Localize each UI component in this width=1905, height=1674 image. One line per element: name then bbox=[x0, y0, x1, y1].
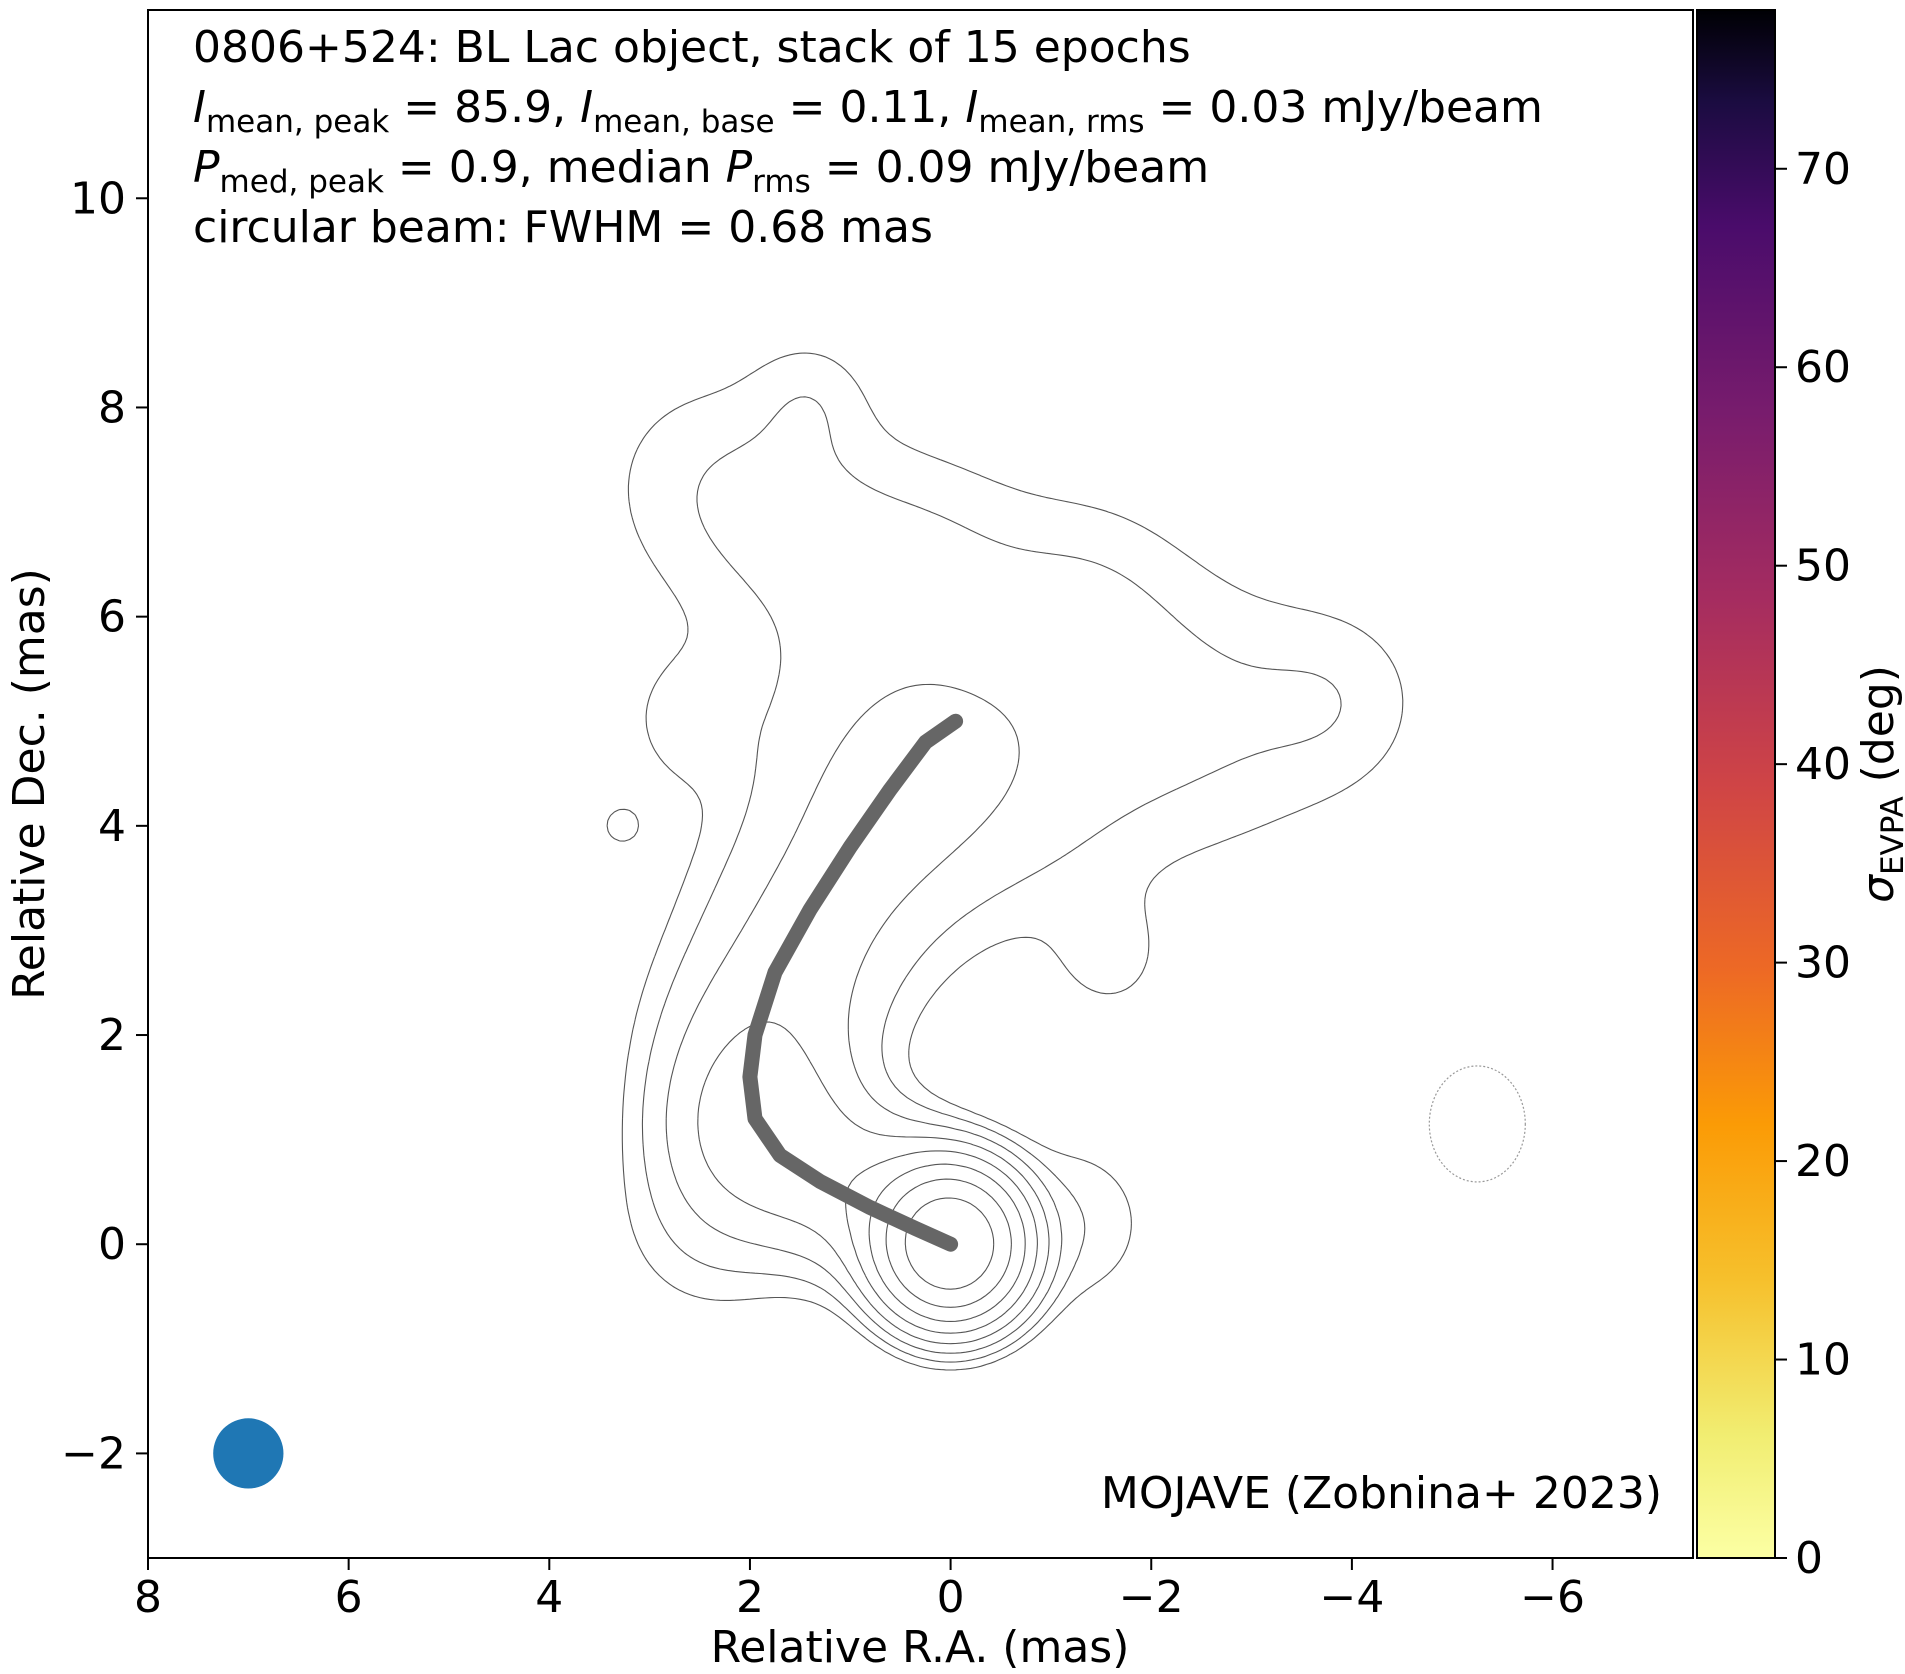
contour-level-2 bbox=[641, 396, 1342, 1363]
colorbar-tick-label: 60 bbox=[1795, 342, 1851, 393]
colorbar-tick-label: 70 bbox=[1795, 144, 1851, 195]
colorbar-tick-label: 20 bbox=[1795, 1136, 1851, 1187]
info-line-2: Imean, peak = 85.9, Imean, base = 0.11, … bbox=[193, 82, 1543, 140]
colorbar: 0 10 20 30 40 50 60 70 σEVPA (deg) bbox=[1696, 9, 1905, 1584]
info-segment: circular beam: FWHM = 0.68 mas bbox=[193, 202, 933, 253]
x-tick-label: 0 bbox=[937, 1572, 965, 1623]
y-tick-label: 10 bbox=[70, 173, 126, 224]
info-segment: mean, rms bbox=[978, 104, 1144, 140]
info-segment: = 85.9, bbox=[389, 82, 580, 133]
colorbar-ticks: 0 10 20 30 40 50 60 70 bbox=[1775, 144, 1851, 1584]
plot-area: 8 6 4 2 0 −2 −4 −6 −2 0 2 4 6 8 10 Relative R.A. (mas… bbox=[4, 9, 1694, 1673]
colorbar-gradient bbox=[1696, 9, 1776, 1559]
credit-label: MOJAVE (Zobnina+ 2023) bbox=[1101, 1468, 1662, 1519]
ridge-path bbox=[742, 713, 964, 1252]
contour-level-6 bbox=[868, 1163, 1026, 1322]
colorbar-tick-label: 10 bbox=[1795, 1335, 1851, 1386]
info-line-3: Pmed, peak = 0.9, median Prms = 0.09 mJy… bbox=[193, 142, 1209, 200]
info-segment: I bbox=[965, 82, 978, 133]
y-tick-label: 4 bbox=[98, 801, 126, 852]
info-segment: 0806+524: BL Lac object, stack of 15 epo… bbox=[193, 22, 1191, 73]
colorbar-tick-label: 30 bbox=[1795, 938, 1851, 989]
info-segment: P bbox=[726, 142, 753, 193]
colorbar-tick-label: 0 bbox=[1795, 1533, 1823, 1584]
colorbar-label-unit: (deg) bbox=[1853, 665, 1904, 796]
info-segment: = 0.9, median bbox=[384, 142, 726, 193]
info-segment: = 0.11, bbox=[775, 82, 966, 133]
x-tick-label: 6 bbox=[335, 1572, 363, 1623]
info-segment: P bbox=[193, 142, 220, 193]
x-tick-label: −2 bbox=[1119, 1572, 1184, 1623]
plot-frame bbox=[147, 9, 1694, 1559]
y-axis-label: Relative Dec. (mas) bbox=[4, 568, 55, 1000]
contour-level-1 bbox=[606, 352, 1404, 1371]
x-tick-label: 2 bbox=[736, 1572, 764, 1623]
jet-ridge-line bbox=[742, 713, 964, 1252]
colorbar-tick-label: 40 bbox=[1795, 739, 1851, 790]
beam-ellipse bbox=[213, 1418, 284, 1489]
info-text-block: 0806+524: BL Lac object, stack of 15 epo… bbox=[193, 22, 1543, 253]
x-tick-label: −4 bbox=[1319, 1572, 1384, 1623]
info-segment: I bbox=[193, 82, 206, 133]
info-line-4: circular beam: FWHM = 0.68 mas bbox=[193, 202, 933, 253]
contour-level-5 bbox=[845, 1150, 1038, 1334]
info-segment: mean, base bbox=[593, 104, 775, 140]
y-axis-ticks: −2 0 2 4 6 8 10 bbox=[61, 173, 148, 1479]
info-segment: med, peak bbox=[220, 164, 384, 200]
info-segment: mean, peak bbox=[206, 104, 389, 140]
contour-level-3 bbox=[665, 683, 1063, 1354]
info-segment: = 0.03 mJy/beam bbox=[1145, 82, 1543, 133]
colorbar-tick-label: 50 bbox=[1795, 541, 1851, 592]
info-line-1: 0806+524: BL Lac object, stack of 15 epo… bbox=[193, 22, 1191, 73]
x-axis-ticks: 8 6 4 2 0 −2 −4 −6 bbox=[134, 1558, 1585, 1623]
colorbar-label: σEVPA (deg) bbox=[1853, 665, 1905, 903]
x-tick-label: 8 bbox=[134, 1572, 162, 1623]
y-tick-label: 6 bbox=[98, 592, 126, 643]
x-tick-label: 4 bbox=[535, 1572, 563, 1623]
contour-level-7 bbox=[885, 1178, 1012, 1308]
negative-contour bbox=[1428, 1065, 1526, 1183]
info-segment: = 0.09 mJy/beam bbox=[811, 142, 1209, 193]
x-axis-label: Relative R.A. (mas) bbox=[711, 1622, 1130, 1673]
contour-level-4 bbox=[697, 1021, 1050, 1345]
y-tick-label: 0 bbox=[98, 1219, 126, 1270]
intensity-contours bbox=[606, 352, 1526, 1371]
y-tick-label: 8 bbox=[98, 382, 126, 433]
info-segment: rms bbox=[752, 164, 811, 200]
colorbar-label-sub: EVPA bbox=[1875, 796, 1905, 875]
y-tick-label: −2 bbox=[61, 1428, 126, 1479]
x-tick-label: −6 bbox=[1520, 1572, 1585, 1623]
info-segment: I bbox=[580, 82, 593, 133]
colorbar-label-symbol: σ bbox=[1853, 874, 1904, 903]
y-tick-label: 2 bbox=[98, 1010, 126, 1061]
